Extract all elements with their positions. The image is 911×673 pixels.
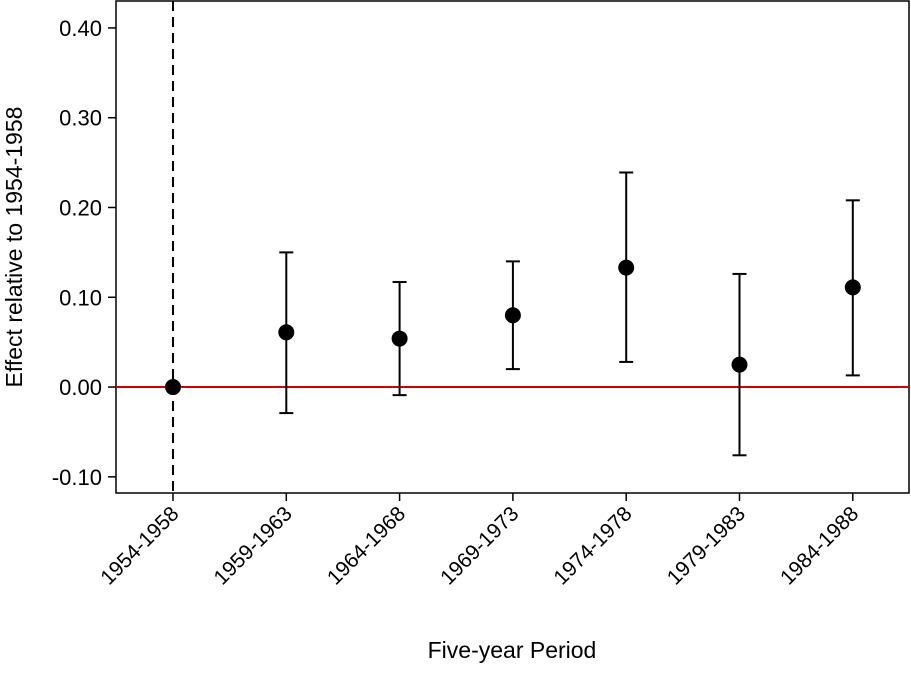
y-tick-label: -0.10 [52,465,102,490]
x-tick-label: 1979-1983 [663,502,750,589]
y-axis-title: Effect relative to 1954-1958 [1,107,27,388]
x-tick-label: 1959-1963 [210,502,297,589]
y-tick-label: 0.10 [59,285,102,310]
x-tick-label: 1974-1978 [549,502,636,589]
x-tick-label: 1954-1958 [96,502,183,589]
x-axis: 1954-1958 1959-1963 1964-1968 1969-1973 1974… [96,493,863,590]
y-tick-label: 0.30 [59,106,102,131]
data-point [165,379,181,396]
x-tick-label: 1964-1968 [323,502,410,589]
x-axis-title: Five-year Period [428,637,597,663]
reference-lines [116,1,909,493]
data-point [731,356,748,373]
x-tick-label: 1984-1988 [776,502,863,589]
data-point [504,307,521,324]
chart-marks [165,171,861,457]
data-point [844,279,861,296]
data-point [391,330,408,347]
data-point [618,259,635,276]
plot-frame [115,0,910,494]
y-tick-label: 0.00 [59,375,102,400]
y-tick-label: 0.20 [59,195,102,220]
data-point [278,324,295,341]
y-axis: -0.10 0.00 0.10 0.20 0.30 0.40 [52,16,116,490]
x-tick-label: 1969-1973 [436,502,523,589]
y-tick-label: 0.40 [59,16,102,41]
